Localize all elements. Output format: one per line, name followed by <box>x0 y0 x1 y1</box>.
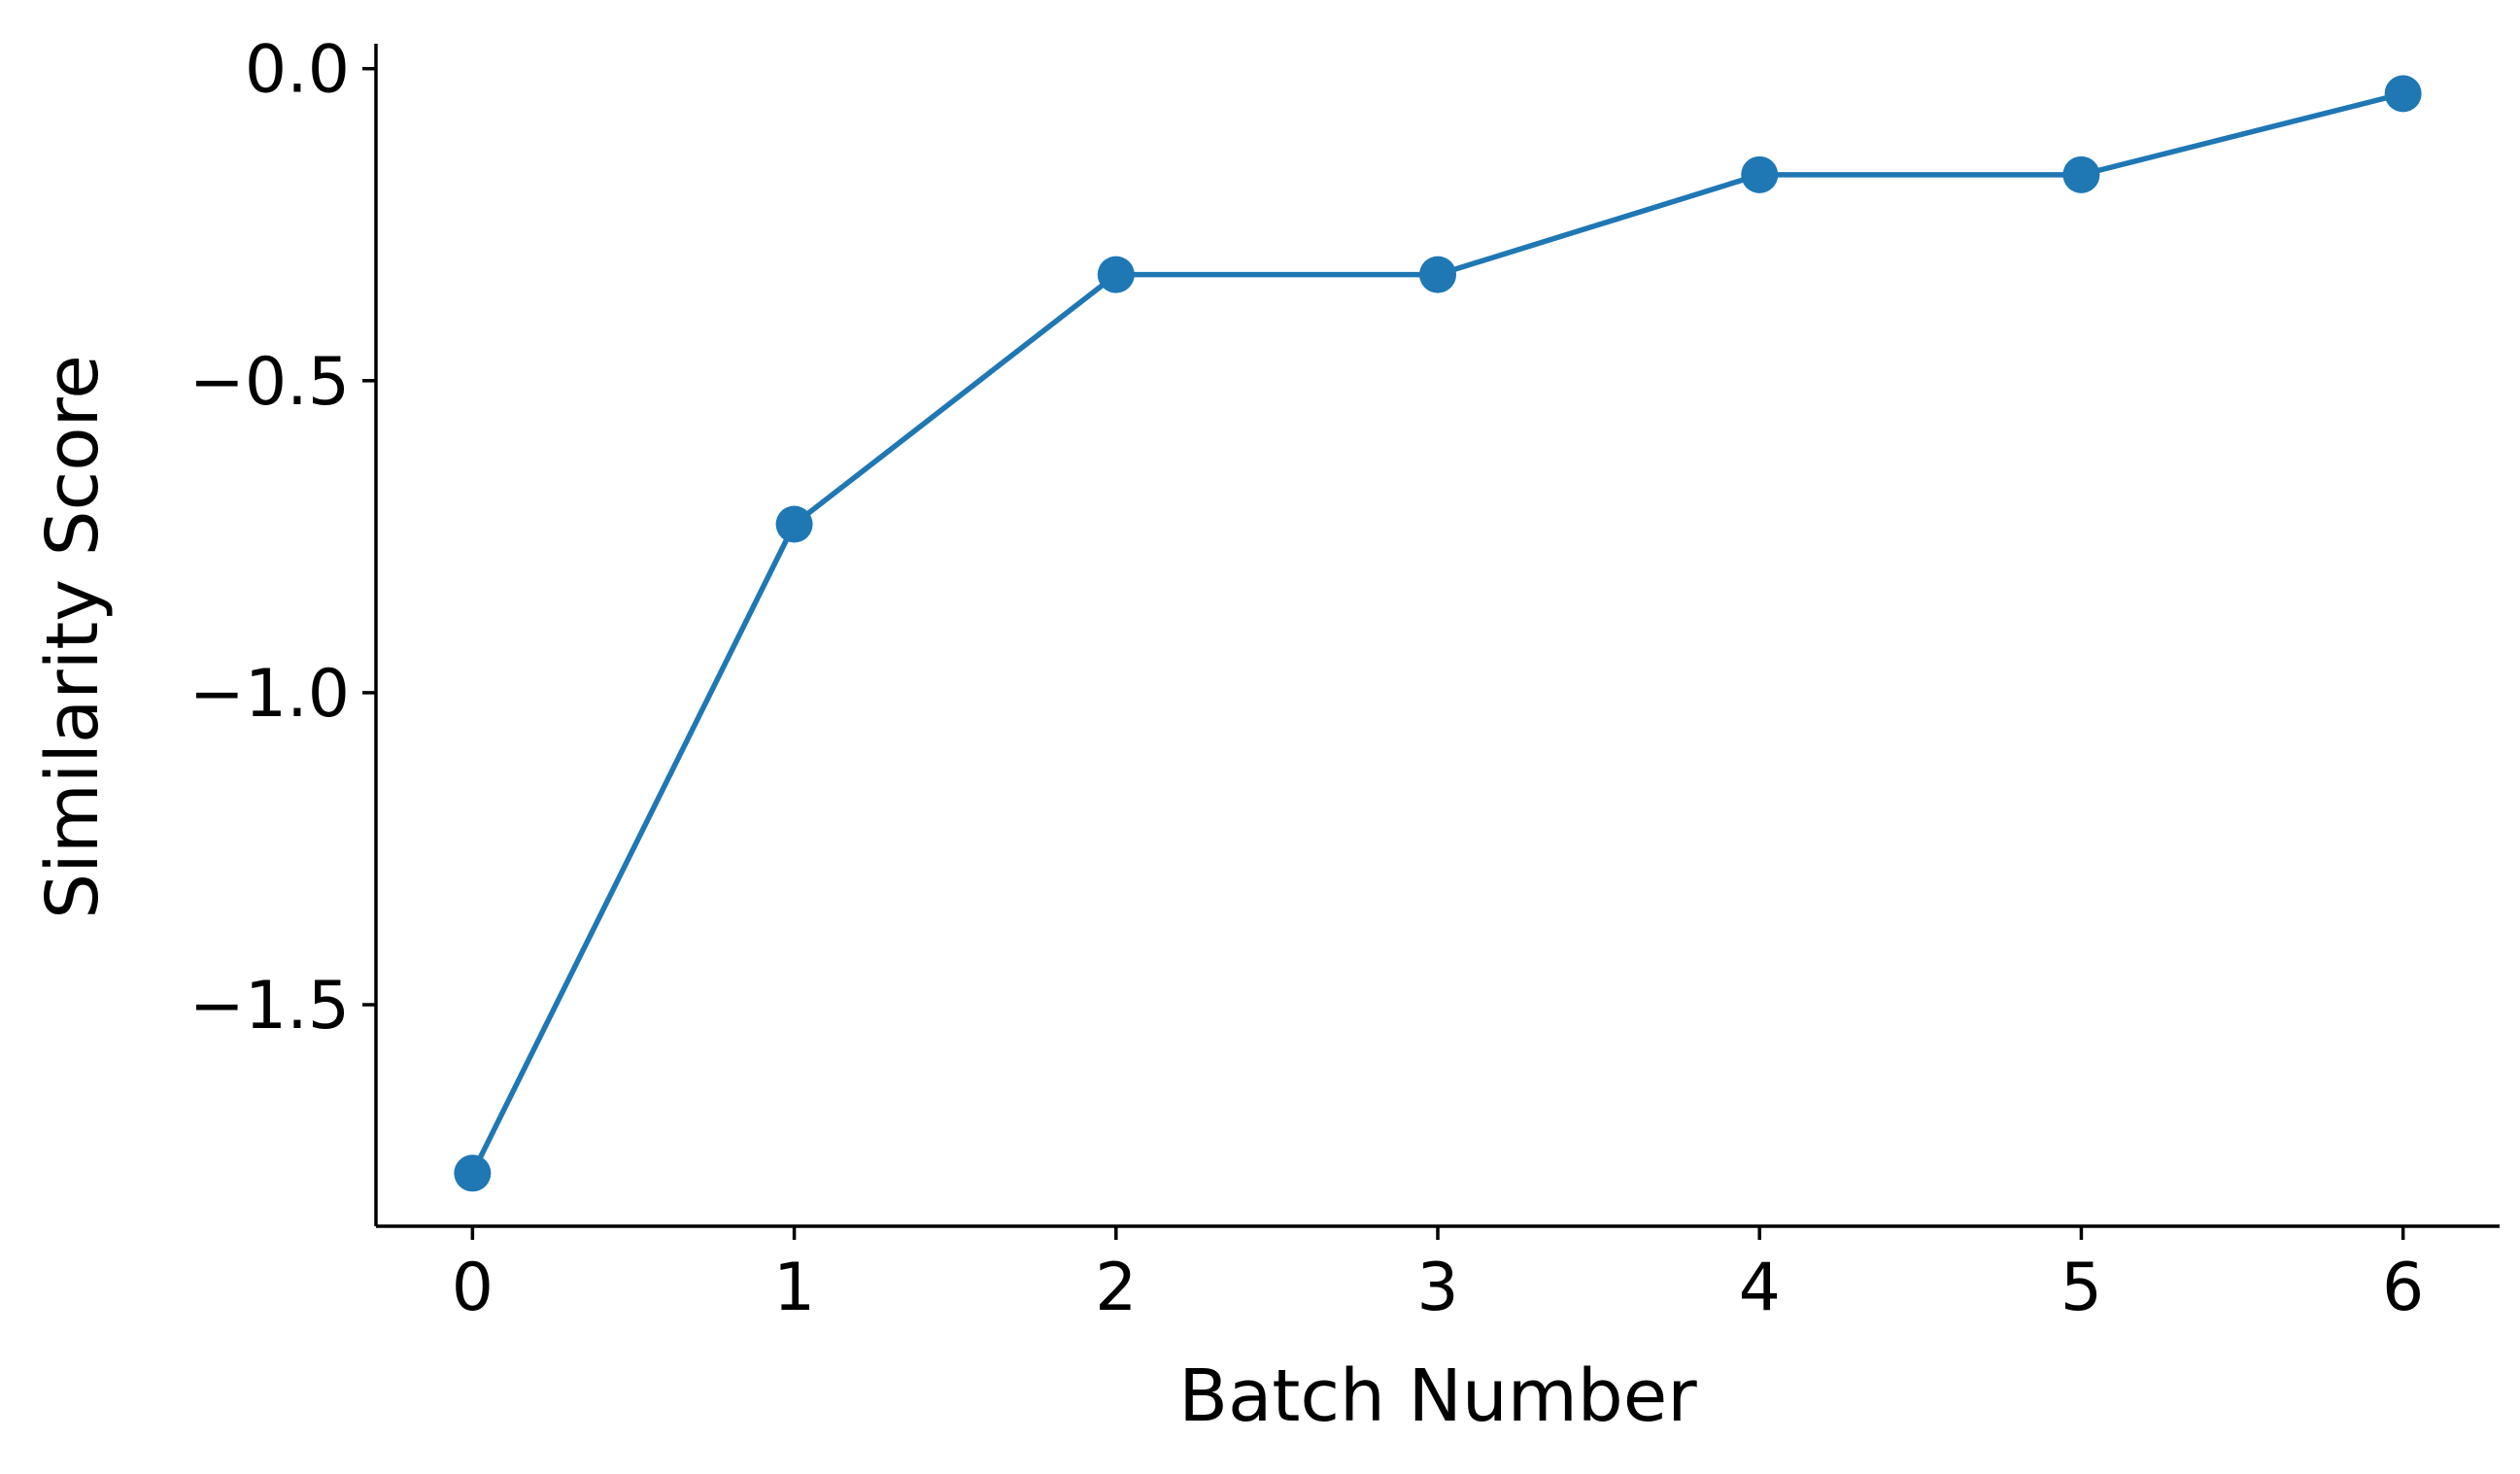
x-tick-label: 4 <box>1739 1250 1781 1326</box>
data-point <box>454 1154 492 1192</box>
y-tick-label: −1.5 <box>189 968 350 1045</box>
x-tick-label: 0 <box>452 1250 494 1326</box>
x-axis-label: Batch Number <box>1178 1354 1697 1438</box>
y-tick-label: −1.0 <box>189 656 350 733</box>
data-point <box>1097 256 1135 293</box>
y-ticks: 0.0 −0.5 −1.0 −1.5 <box>189 32 376 1045</box>
x-tick-label: 1 <box>773 1250 815 1326</box>
x-tick-label: 5 <box>2060 1250 2102 1326</box>
y-tick-label: 0.0 <box>245 32 350 109</box>
y-axis-label: Similarity Score <box>31 355 115 919</box>
data-point <box>1419 256 1456 293</box>
x-ticks: 0 1 2 3 4 5 6 <box>452 1226 2424 1326</box>
data-point <box>775 505 813 543</box>
axes <box>374 44 2500 1228</box>
data-point <box>2062 155 2100 193</box>
data-point <box>2384 75 2422 113</box>
x-tick-label: 2 <box>1095 1250 1137 1326</box>
series <box>454 75 2422 1192</box>
y-tick-label: −0.5 <box>189 344 350 421</box>
series-line <box>469 90 2404 1175</box>
data-point <box>1741 155 1779 193</box>
x-tick-label: 6 <box>2382 1250 2424 1326</box>
x-tick-label: 3 <box>1416 1250 1458 1326</box>
